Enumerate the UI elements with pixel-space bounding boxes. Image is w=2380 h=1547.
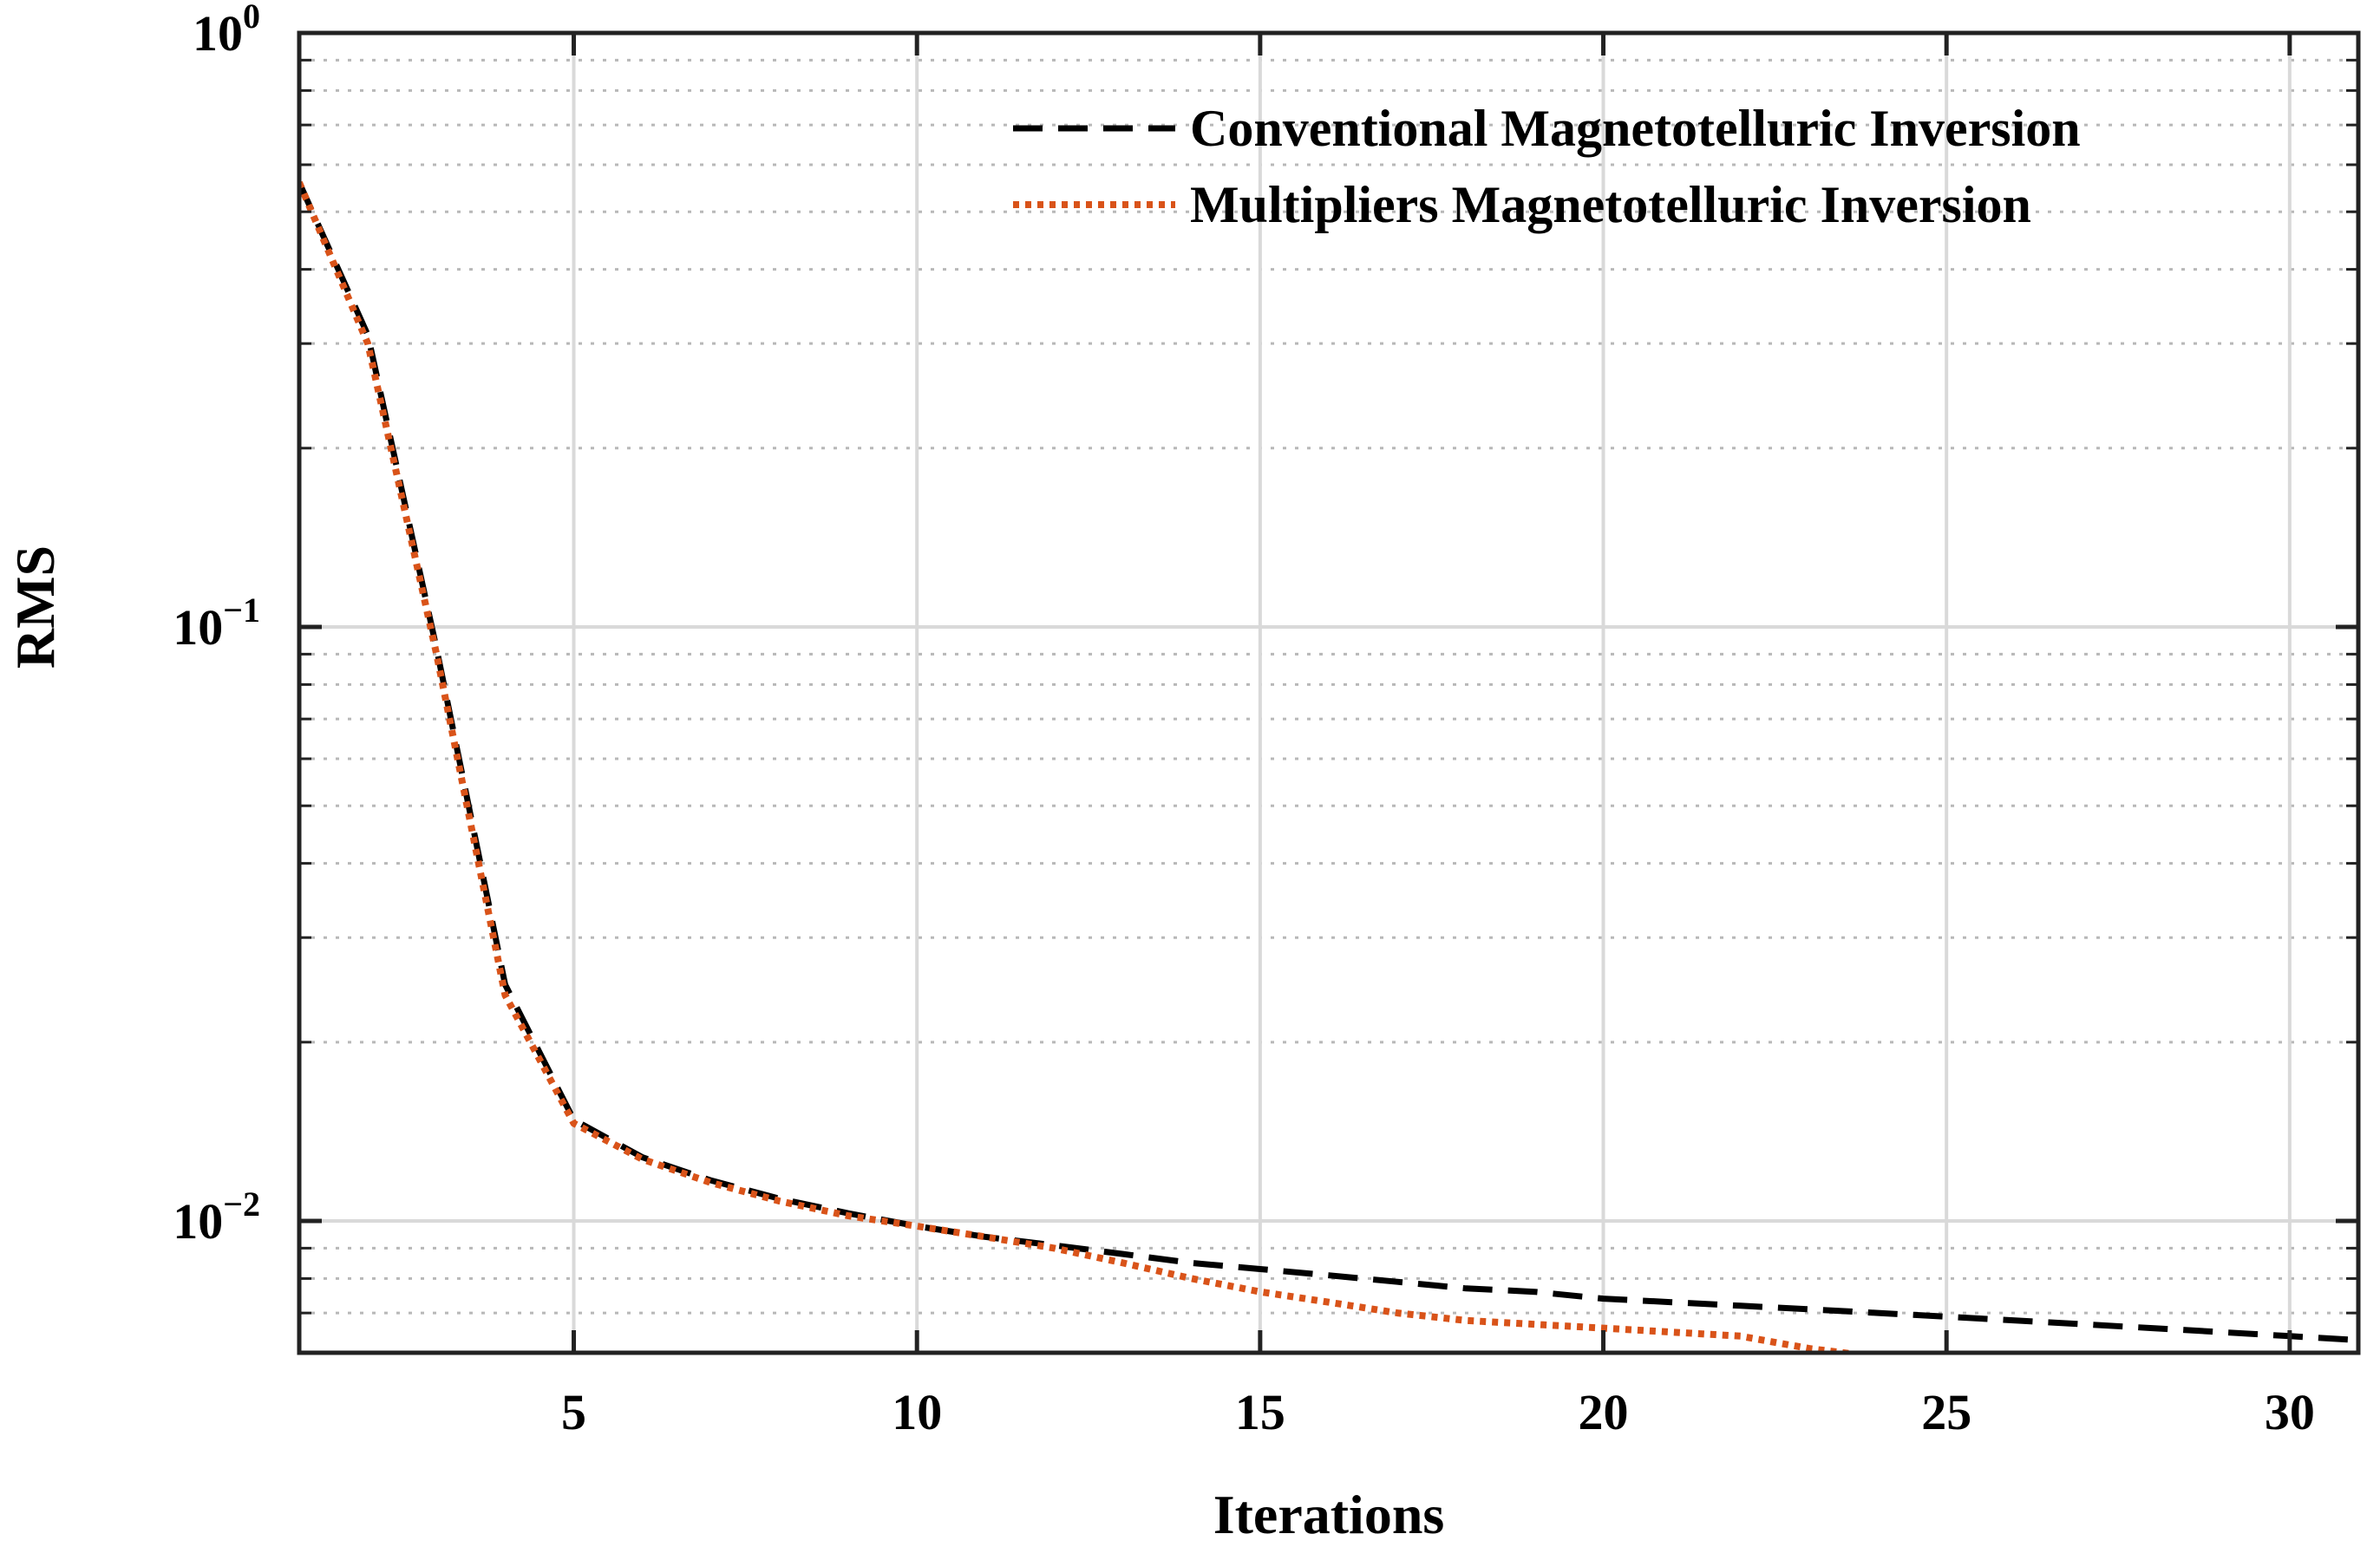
axes-box bbox=[297, 30, 2361, 1355]
x-tick-label: 20 bbox=[1579, 1384, 1629, 1440]
x-tick-label: 15 bbox=[1235, 1384, 1285, 1440]
y-axis-title: RMS bbox=[4, 545, 66, 669]
x-tick-label: 10 bbox=[892, 1384, 942, 1440]
x-tick-label: 25 bbox=[1921, 1384, 1971, 1440]
y-axis-ticks: 100 10−1 10−2 bbox=[173, 0, 260, 1250]
plot-area-background bbox=[299, 33, 2358, 1353]
legend-label-multipliers: Multipliers Magnetotelluric Inversion bbox=[1190, 176, 2031, 233]
series-line-conventional bbox=[299, 181, 2358, 1343]
legend: Conventional Magnetotelluric Inversion M… bbox=[1013, 100, 2081, 233]
x-axis-title: Iterations bbox=[1213, 1484, 1445, 1545]
legend-label-conventional: Conventional Magnetotelluric Inversion bbox=[1190, 100, 2081, 157]
series-lines bbox=[299, 180, 2358, 1353]
y-tick-label: 10−2 bbox=[173, 1185, 260, 1250]
x-tick-label: 5 bbox=[561, 1384, 586, 1440]
x-axis-ticks: 5 10 15 20 25 30 bbox=[561, 1384, 2315, 1440]
axes-frame bbox=[297, 30, 2361, 1355]
series-line-multipliers bbox=[299, 180, 1872, 1353]
y-tick-label: 100 bbox=[193, 0, 260, 62]
y-tick-label: 10−1 bbox=[173, 591, 260, 656]
x-tick-label: 30 bbox=[2265, 1384, 2315, 1440]
